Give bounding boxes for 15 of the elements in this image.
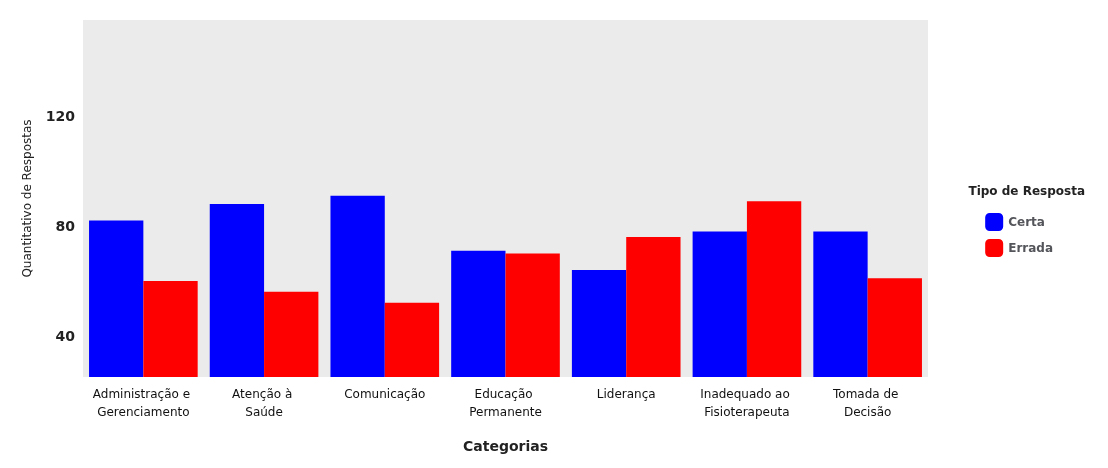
x-tick-label: Comunicação [344,387,426,401]
y-tick-label: 40 [55,327,76,344]
x-tick-label: Administração e Gerenciamento [92,387,194,419]
legend-label: Certa [1008,215,1045,229]
x-axis-title: Categorias [462,438,549,454]
x-tick-label: Inadequado ao Fisioterapeuta [700,387,794,419]
legend-title: Tipo de Resposta [968,184,1086,198]
x-tick-label: Tomada de Decisão [832,387,903,419]
y-tick-label: 120 [45,108,76,125]
x-tick-label: Educação Permanente [469,387,542,419]
y-axis-title: Quantitativo de Respostas [20,119,34,278]
x-tick-label: Liderança [596,387,656,401]
legend-label: Errada [1008,241,1054,255]
y-tick-label: 80 [55,217,76,234]
x-tick-label: Atenção à Saúde [232,387,297,419]
